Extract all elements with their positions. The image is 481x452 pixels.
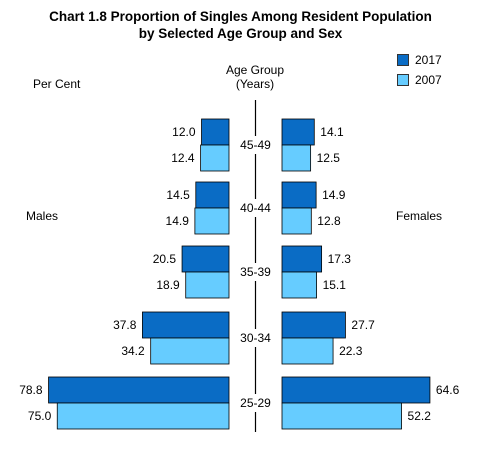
- data-label-female-2017-25-29: 64.6: [436, 383, 460, 397]
- bar-female-2017-35-39: [281, 245, 323, 273]
- legend-item-2017: 2017: [397, 53, 442, 67]
- category-label-bg-30-34: [234, 329, 277, 347]
- legend-label-2017: 2017: [415, 53, 442, 67]
- bar-male-2017-45-49: [201, 118, 230, 146]
- data-label-male-2017-45-49: 12.0: [172, 125, 196, 139]
- category-label-25-29: 25-29: [240, 396, 271, 410]
- data-label-male-2007-30-34: 34.2: [121, 344, 145, 358]
- data-label-male-2017-30-34: 37.8: [113, 318, 137, 332]
- category-axis-label-line1: Age Group: [225, 63, 285, 77]
- data-label-female-2017-40-44: 14.9: [322, 188, 346, 202]
- data-label-female-2017-45-49: 14.1: [320, 125, 344, 139]
- data-label-male-2007-35-39: 18.9: [156, 278, 180, 292]
- bar-male-2007-40-44: [194, 207, 230, 235]
- bar-male-2007-25-29: [56, 402, 230, 430]
- category-label-bg-45-49: [234, 136, 277, 154]
- bar-male-2017-25-29: [48, 376, 230, 404]
- legend-swatch-2007: [397, 74, 409, 86]
- data-label-male-2007-40-44: 14.9: [166, 214, 190, 228]
- data-label-male-2017-25-29: 78.8: [19, 383, 43, 397]
- category-label-45-49: 45-49: [240, 138, 271, 152]
- legend-item-2007: 2007: [397, 73, 442, 87]
- chart-title: Chart 1.8 Proportion of Singles Among Re…: [49, 9, 432, 24]
- category-label-bg-40-44: [234, 199, 277, 217]
- data-label-female-2007-45-49: 12.5: [317, 151, 341, 165]
- bar-female-2007-25-29: [281, 402, 402, 430]
- category-label-40-44: 40-44: [240, 201, 271, 215]
- data-label-female-2017-30-34: 27.7: [351, 318, 375, 332]
- bar-male-2007-30-34: [150, 337, 230, 365]
- category-axis-label-line2: (Years): [235, 77, 275, 91]
- bar-male-2007-35-39: [185, 271, 230, 299]
- bar-female-2017-45-49: [281, 118, 315, 146]
- data-label-female-2007-30-34: 22.3: [339, 344, 363, 358]
- category-label-bg-25-29: [234, 394, 277, 412]
- bar-female-2017-30-34: [281, 311, 346, 339]
- data-label-female-2007-40-44: 12.8: [317, 214, 341, 228]
- data-label-female-2007-25-29: 52.2: [408, 409, 432, 423]
- data-label-female-2017-35-39: 17.3: [328, 252, 352, 266]
- legend-label-2007: 2007: [415, 73, 442, 87]
- data-label-male-2007-25-29: 75.0: [28, 409, 52, 423]
- bar-male-2017-40-44: [195, 181, 230, 209]
- females-label: Females: [396, 209, 443, 223]
- bar-female-2007-30-34: [281, 337, 334, 365]
- bar-female-2017-40-44: [281, 181, 317, 209]
- bar-female-2007-45-49: [281, 144, 312, 172]
- y-unit-label: Per Cent: [33, 77, 81, 91]
- bar-male-2017-30-34: [142, 311, 230, 339]
- males-label: Males: [26, 209, 59, 223]
- category-label-30-34: 30-34: [240, 331, 271, 345]
- bar-female-2007-40-44: [281, 207, 312, 235]
- data-label-male-2007-45-49: 12.4: [171, 151, 195, 165]
- data-label-male-2017-35-39: 20.5: [153, 252, 177, 266]
- data-label-male-2017-40-44: 14.5: [166, 188, 190, 202]
- bar-male-2007-45-49: [200, 144, 230, 172]
- category-label-35-39: 35-39: [240, 265, 271, 279]
- legend-swatch-2017: [397, 54, 409, 66]
- chart-subtitle: by Selected Age Group and Sex: [138, 26, 343, 41]
- category-label-bg-35-39: [234, 263, 277, 281]
- bar-female-2007-35-39: [281, 271, 317, 299]
- data-label-female-2007-35-39: 15.1: [323, 278, 347, 292]
- bar-female-2017-25-29: [281, 376, 431, 404]
- bar-male-2017-35-39: [181, 245, 230, 273]
